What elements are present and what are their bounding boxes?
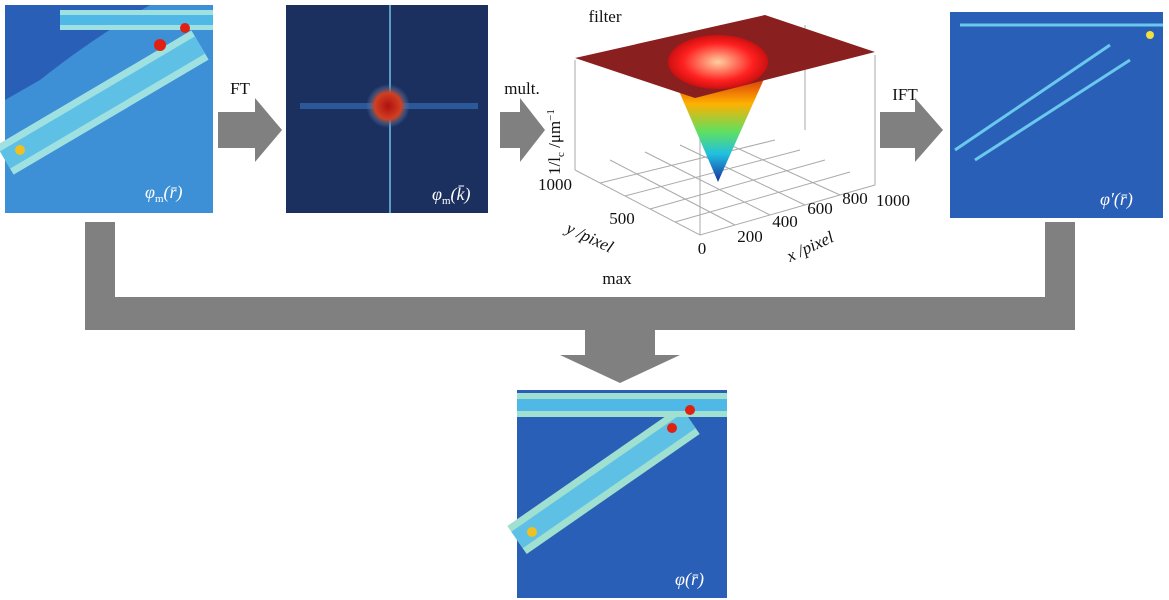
- panel-label: φ(r̄): [675, 569, 704, 590]
- tick-label: 0: [698, 239, 707, 258]
- step-label: max: [602, 269, 632, 288]
- tick-label: 800: [842, 189, 868, 208]
- filter-plot: filter 1/lc /μm−1 1000 500 0 y /pixel 20…: [538, 7, 910, 266]
- axis-label: 1/lc /μm−1: [545, 109, 567, 175]
- diagram: φm(r̄) FT φm(k̄) mult. filter 1/lc /μm−1…: [0, 0, 1169, 600]
- arrow: [500, 98, 545, 162]
- step-label: IFT: [892, 85, 918, 104]
- panel-label: φm(k̄): [432, 184, 471, 207]
- tick-label: 500: [609, 209, 635, 228]
- input-phase-image: φm(r̄): [5, 5, 213, 213]
- axis-label: x /pixel: [783, 227, 837, 266]
- output-image: φ(r̄): [517, 390, 727, 598]
- plot-title: filter: [588, 7, 621, 26]
- tick-label: 1000: [538, 175, 572, 194]
- filtered-image: φ′(r̄): [950, 12, 1163, 218]
- panel-label: φ′(r̄): [1100, 189, 1133, 210]
- tick-label: 600: [807, 199, 833, 218]
- panel-label: φm(r̄): [145, 182, 183, 205]
- fourier-image: φm(k̄): [286, 5, 488, 213]
- tick-label: 1000: [876, 191, 910, 210]
- combine-arrow: [85, 222, 1075, 383]
- step-label: FT: [230, 79, 250, 98]
- tick-label: 200: [737, 227, 763, 246]
- arrow: [218, 98, 282, 162]
- arrow: [880, 98, 943, 162]
- tick-label: 400: [772, 212, 798, 231]
- step-label: mult.: [504, 79, 539, 98]
- axis-label: y /pixel: [561, 218, 616, 257]
